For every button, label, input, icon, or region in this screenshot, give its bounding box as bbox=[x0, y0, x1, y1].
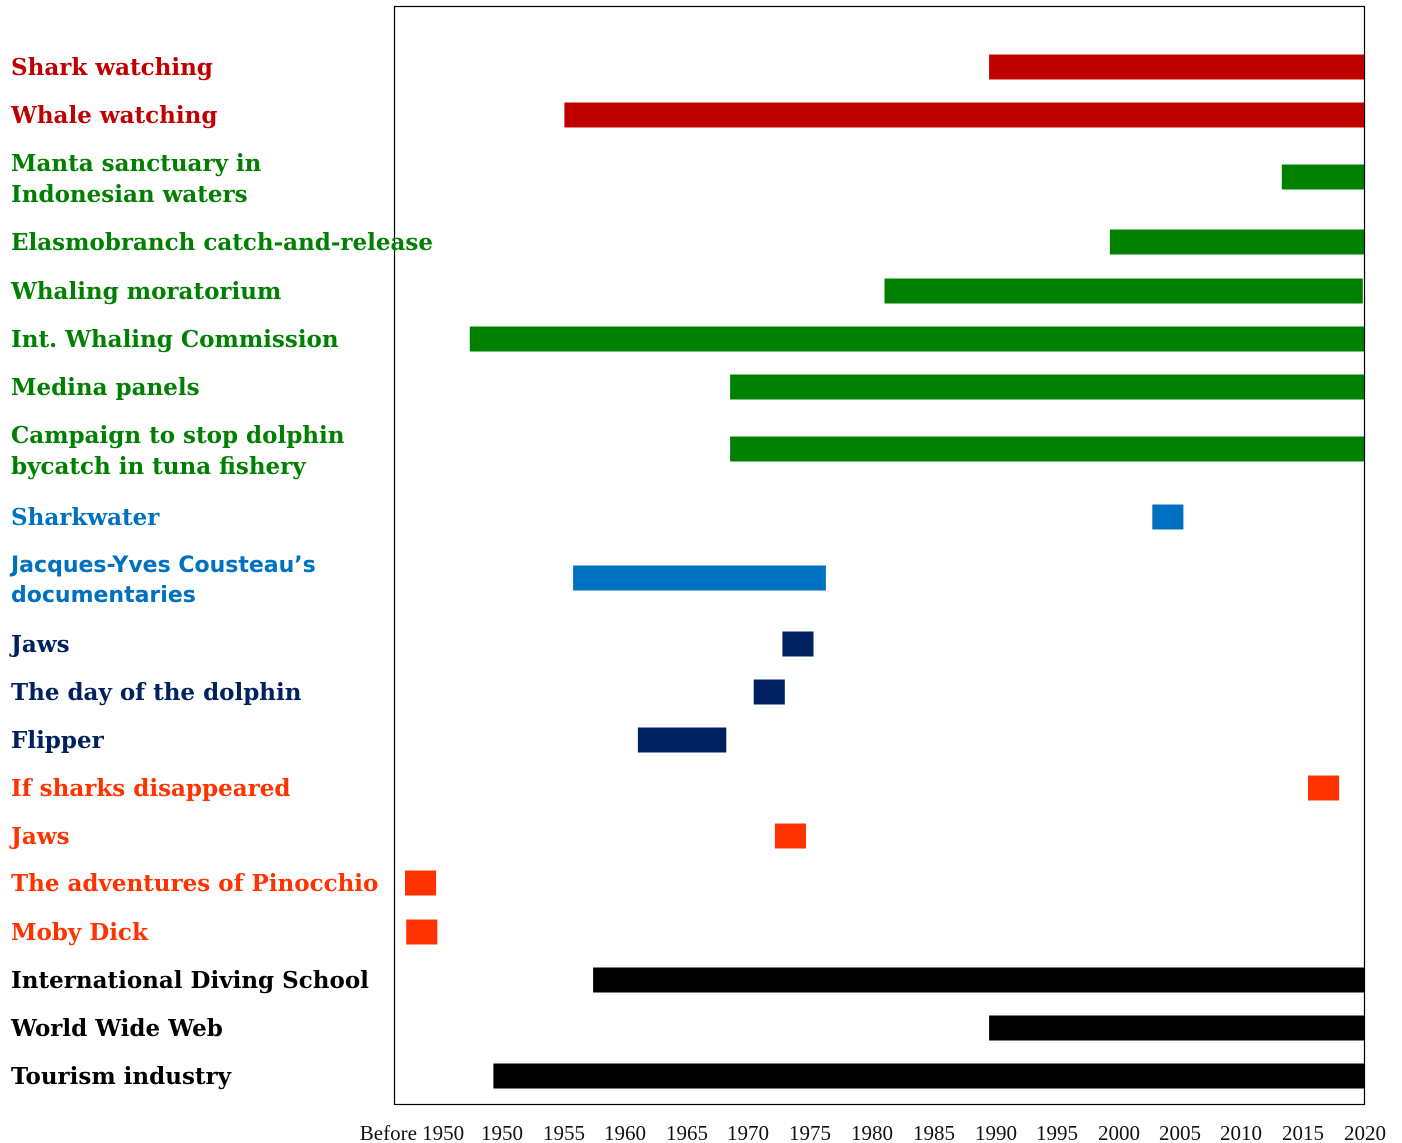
timeline-bar bbox=[989, 54, 1364, 80]
bars-group bbox=[405, 54, 1364, 1089]
timeline-bar bbox=[637, 727, 727, 753]
timeline-bar bbox=[730, 436, 1364, 462]
x-tick-label: 1960 bbox=[604, 1121, 646, 1143]
row-label: Sharkwater bbox=[11, 504, 160, 531]
row-label: Jaws bbox=[9, 631, 70, 658]
timeline-bar bbox=[782, 631, 814, 657]
x-tick-label: 1975 bbox=[789, 1121, 831, 1143]
x-tick-label: 1990 bbox=[975, 1121, 1017, 1143]
x-tick-label: Before 1950 bbox=[360, 1121, 464, 1143]
row-label: International Diving School bbox=[11, 967, 369, 994]
row-label: The day of the dolphin bbox=[11, 679, 302, 706]
timeline-bar bbox=[753, 679, 785, 705]
row-label: Campaign to stop dolphin bycatch in tuna … bbox=[11, 422, 345, 480]
x-tick-label: 1980 bbox=[851, 1121, 893, 1143]
x-tick-label: 2005 bbox=[1159, 1121, 1201, 1143]
row-label: Shark watching bbox=[11, 54, 213, 81]
x-tick-label: 1995 bbox=[1036, 1121, 1078, 1143]
x-tick-labels-group: Before 1950 1950 1955 1960 1965 1970 1975 1980 1… bbox=[360, 1121, 1386, 1143]
plot-frame bbox=[393, 5, 1366, 1106]
row-label: Jaws bbox=[9, 823, 70, 850]
row-label: Tourism industry bbox=[11, 1063, 232, 1090]
row-label: Jacques-Yves Cousteau’s documentaries bbox=[9, 553, 316, 608]
row-label: The adventures of Pinocchio bbox=[11, 870, 378, 897]
row-label: Medina panels bbox=[11, 374, 200, 401]
timeline-bar bbox=[884, 278, 1363, 304]
row-label: Moby Dick bbox=[11, 919, 149, 946]
timeline-bar bbox=[989, 1015, 1364, 1041]
row-label: Manta sanctuary in Indonesian waters bbox=[11, 150, 262, 208]
row-label: World Wide Web bbox=[10, 1015, 223, 1042]
timeline-bar bbox=[493, 1063, 1364, 1089]
x-tick-label: 2020 bbox=[1344, 1121, 1386, 1143]
timeline-bar bbox=[593, 967, 1364, 993]
row-label: If sharks disappeared bbox=[11, 775, 290, 802]
row-label: Int. Whaling Commission bbox=[11, 326, 339, 353]
row-labels-group: Shark watching Whale watching Manta sanctu… bbox=[9, 54, 433, 1090]
timeline-bar bbox=[406, 919, 438, 945]
row-label: Elasmobranch catch-and-release bbox=[11, 229, 433, 256]
timeline-bar bbox=[573, 565, 826, 591]
x-tick-label: 2000 bbox=[1098, 1121, 1140, 1143]
timeline-bar bbox=[469, 326, 1364, 352]
x-tick-label: 1955 bbox=[543, 1121, 585, 1143]
timeline-bar bbox=[774, 823, 806, 849]
timeline-bar bbox=[1152, 504, 1184, 530]
timeline-bar bbox=[730, 374, 1364, 400]
x-tick-label: 1965 bbox=[666, 1121, 708, 1143]
row-label: Whale watching bbox=[10, 102, 217, 129]
timeline-bar bbox=[1308, 775, 1340, 801]
timeline-bar bbox=[405, 870, 437, 896]
row-label: Whaling moratorium bbox=[10, 278, 281, 305]
timeline-bar bbox=[1109, 229, 1364, 255]
timeline-bar bbox=[564, 102, 1364, 128]
x-tick-label: 1970 bbox=[727, 1121, 769, 1143]
timeline-bar bbox=[1281, 164, 1364, 190]
row-label: Flipper bbox=[11, 727, 105, 754]
x-tick-label: 2015 bbox=[1282, 1121, 1324, 1143]
x-tick-label: 2010 bbox=[1220, 1121, 1262, 1143]
x-tick-label: 1985 bbox=[913, 1121, 955, 1143]
x-tick-label: 1950 bbox=[481, 1121, 523, 1143]
